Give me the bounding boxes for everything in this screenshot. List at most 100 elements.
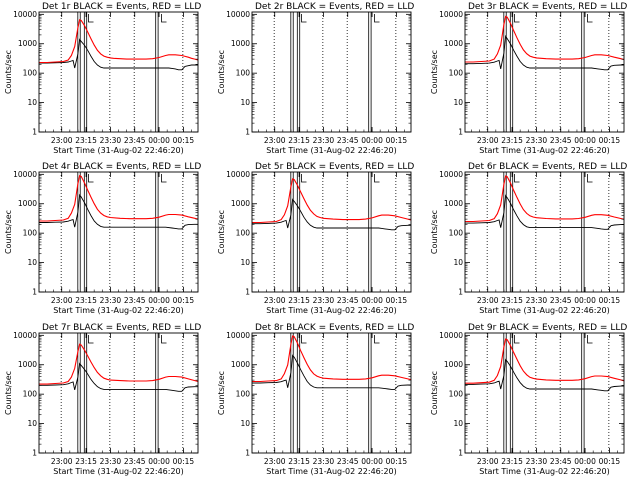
y-tick-label: 1 <box>245 128 250 137</box>
x-tick-label: 00:00 <box>148 136 170 145</box>
y-tick-label: 1000 <box>444 39 463 48</box>
y-tick-label: 10000 <box>226 170 250 179</box>
y-axis-label: Counts/sec <box>217 371 226 415</box>
plot-frame <box>38 11 199 133</box>
series-events <box>39 38 198 71</box>
y-tick-label: 10 <box>240 98 250 107</box>
y-tick-label: 10000 <box>226 10 250 19</box>
x-tick-label: 23:00 <box>477 457 499 466</box>
x-tick-label: 23:30 <box>313 136 335 145</box>
x-tick-label: 00:00 <box>148 457 170 466</box>
x-axis-label: Start Time (31-Aug-02 22:46:20) <box>53 146 184 155</box>
series-events <box>39 362 198 392</box>
y-tick-label: 100 <box>449 69 464 78</box>
y-tick-label: 10000 <box>13 331 37 340</box>
series-events <box>465 358 624 392</box>
x-axis-label: Start Time (31-Aug-02 22:46:20) <box>479 146 610 155</box>
y-tick-label: 10 <box>453 258 463 267</box>
y-tick-label: 1000 <box>18 360 37 369</box>
bracket-mark <box>88 174 94 183</box>
x-tick-label: 00:00 <box>574 136 596 145</box>
y-tick-label: 1 <box>32 128 37 137</box>
y-tick-label: 10 <box>240 258 250 267</box>
bracket-mark <box>301 14 307 23</box>
y-tick-label: 1000 <box>231 39 250 48</box>
series-lld <box>39 343 199 385</box>
x-tick-label: 00:00 <box>574 296 596 305</box>
panel-title: Det 5r BLACK = Events, RED = LLD <box>255 162 414 172</box>
x-tick-label: 23:15 <box>75 457 97 466</box>
x-tick-label: 23:15 <box>501 457 523 466</box>
x-tick-label: 23:15 <box>501 136 523 145</box>
y-tick-label: 1 <box>245 449 250 458</box>
y-tick-label: 10000 <box>439 10 463 19</box>
x-axis-label: Start Time (31-Aug-02 22:46:20) <box>53 467 184 476</box>
plot-frame <box>464 332 625 454</box>
y-tick-label: 100 <box>23 69 38 78</box>
bracket-mark <box>301 174 307 183</box>
y-tick-label: 1000 <box>231 360 250 369</box>
panel-title: Det 3r BLACK = Events, RED = LLD <box>468 2 627 12</box>
y-axis-label: Counts/sec <box>430 210 439 254</box>
y-tick-label: 10 <box>453 98 463 107</box>
x-tick-label: 23:30 <box>100 296 122 305</box>
y-axis-label: Counts/sec <box>4 371 13 415</box>
y-tick-label: 1000 <box>18 39 37 48</box>
bracket-mark <box>587 174 593 183</box>
y-axis-label: Counts/sec <box>430 371 439 415</box>
panel-det6: Det 6r BLACK = Events, RED = LLD 1 10 100 10… <box>430 162 627 315</box>
panel-det4: Det 4r BLACK = Events, RED = LLD 1 10 100 10… <box>4 162 201 315</box>
series-events <box>252 354 411 390</box>
series-lld <box>39 174 199 222</box>
bracket-mark <box>88 14 94 23</box>
y-tick-label: 100 <box>23 390 38 399</box>
series-lld <box>465 338 625 384</box>
x-tick-label: 23:00 <box>477 296 499 305</box>
x-tick-label: 23:45 <box>337 296 359 305</box>
x-tick-label: 23:30 <box>100 136 122 145</box>
x-tick-label: 00:15 <box>173 136 195 145</box>
bracket-mark <box>161 14 167 23</box>
x-tick-label: 00:15 <box>599 296 621 305</box>
panel-det2: Det 2r BLACK = Events, RED = LLD 1 10 100 10… <box>217 2 414 155</box>
x-tick-label: 00:15 <box>386 296 408 305</box>
y-tick-label: 10 <box>453 419 463 428</box>
x-tick-label: 23:00 <box>51 457 73 466</box>
x-tick-label: 00:00 <box>148 296 170 305</box>
x-tick-label: 23:30 <box>526 296 548 305</box>
bracket-mark <box>374 14 380 23</box>
bracket-mark <box>88 335 94 344</box>
y-tick-label: 100 <box>449 229 464 238</box>
y-tick-label: 100 <box>236 69 251 78</box>
y-tick-label: 100 <box>23 229 38 238</box>
x-axis-label: Start Time (31-Aug-02 22:46:20) <box>479 467 610 476</box>
plot-frame <box>464 171 625 293</box>
panel-det8: Det 8r BLACK = Events, RED = LLD 1 10 100 10… <box>217 323 414 476</box>
x-tick-label: 00:15 <box>599 136 621 145</box>
panel-det1: Det 1r BLACK = Events, RED = LLD 1 10 100 10… <box>4 2 201 155</box>
panel-det7: Det 7r BLACK = Events, RED = LLD 1 10 100 10… <box>4 323 201 476</box>
x-axis-label: Start Time (31-Aug-02 22:46:20) <box>266 306 397 315</box>
bracket-mark <box>374 335 380 344</box>
panel-det3: Det 3r BLACK = Events, RED = LLD 1 10 100 10… <box>430 2 627 155</box>
panel-title: Det 2r BLACK = Events, RED = LLD <box>255 2 414 12</box>
y-axis-label: Counts/sec <box>4 210 13 254</box>
x-tick-label: 23:30 <box>313 457 335 466</box>
bracket-mark <box>514 174 520 183</box>
bracket-mark <box>374 174 380 183</box>
bracket-mark <box>301 335 307 344</box>
x-tick-label: 23:45 <box>124 136 146 145</box>
series-events <box>465 34 624 71</box>
plot-frame <box>251 332 412 454</box>
y-tick-label: 10000 <box>13 10 37 19</box>
series-events <box>39 193 198 230</box>
panel-title: Det 6r BLACK = Events, RED = LLD <box>468 162 627 172</box>
panel-title: Det 4r BLACK = Events, RED = LLD <box>42 162 201 172</box>
x-tick-label: 00:15 <box>173 296 195 305</box>
y-tick-label: 1 <box>458 449 463 458</box>
y-tick-label: 10000 <box>226 331 250 340</box>
x-tick-label: 00:15 <box>386 136 408 145</box>
x-tick-label: 23:45 <box>124 457 146 466</box>
y-tick-label: 1 <box>458 288 463 297</box>
bracket-mark <box>514 335 520 344</box>
